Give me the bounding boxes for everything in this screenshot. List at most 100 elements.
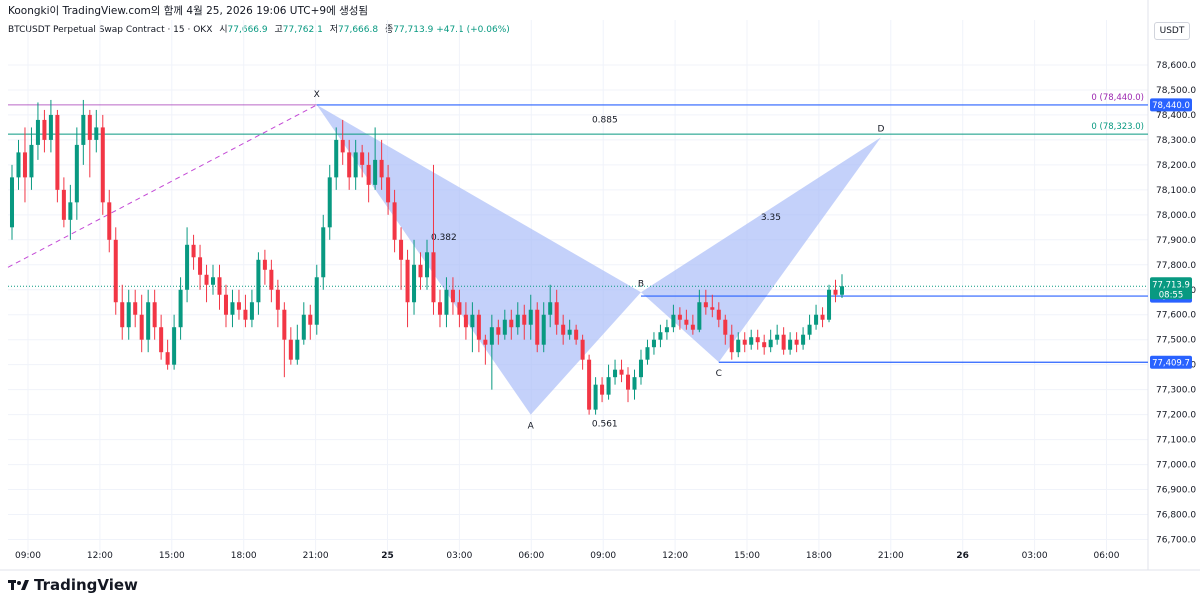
candle-body [48,114,53,140]
candle-body [42,119,47,140]
candle-body [807,324,812,335]
time-tick-label: 03:00 [446,551,472,561]
pattern-ratio-label: 0.382 [431,233,457,243]
candle-body [288,339,293,360]
candle [697,289,702,333]
candle-body [100,127,105,203]
candle [399,227,404,290]
candle-body [16,152,21,178]
price-tick-label: 77,900.0 [1156,236,1196,246]
candle [249,289,254,328]
candle [684,309,689,330]
candle-body [716,309,721,320]
candle-body [120,302,125,328]
candle-body [697,302,702,330]
candle [470,302,475,353]
candle [139,294,144,353]
candle [295,324,300,365]
candle [736,332,741,358]
time-tick-label: 15:00 [159,551,185,561]
candle [638,349,643,385]
candle-body [658,332,663,340]
candle-body [327,177,332,228]
candle-body [204,274,209,285]
price-tick-label: 78,500.0 [1156,86,1196,96]
candle [794,332,799,353]
candle [366,152,371,203]
level-price-tag [1150,98,1192,112]
candle [301,302,306,345]
candle-body [321,227,326,278]
candle-body [600,384,605,395]
price-tick-label: 77,100.0 [1156,436,1196,446]
fib-ratio-label: 0 (78,323.0) [1091,122,1144,132]
candle [554,289,559,335]
candle-body [68,202,73,220]
candle [269,259,274,303]
candle [217,264,222,310]
candle-body [133,302,138,315]
candle-body [223,294,228,315]
candle [126,289,131,340]
symbol-name[interactable]: BTCUSDT Perpetual Swap Contract · 15 · O… [8,25,213,35]
candle-body [801,334,806,345]
candle-body [418,264,423,278]
candle [833,279,838,303]
horizontal-levels[interactable]: 0 (78,440.0) 0 (78,323.0) [8,93,1148,363]
chart-attribution: Koongki이 TradingView.com의 함께 4월 25, 2026… [8,5,369,17]
candle-body [275,289,280,310]
candle [509,309,514,340]
candle [146,289,151,353]
candle-body [574,329,579,340]
candle [321,214,326,290]
candle-body [632,377,637,390]
candle [827,284,832,323]
candle [723,314,728,345]
candle-body [424,252,430,278]
candle [347,139,352,190]
candle-body [839,286,845,295]
candle-body [392,202,397,240]
candle [379,139,384,190]
candle-body [593,384,598,410]
candle-body [22,152,27,178]
candle-body [450,289,455,303]
time-tick-label: 12:00 [662,551,688,561]
candle-body [775,334,780,340]
candle-body [185,244,190,290]
candle-body [81,114,86,145]
price-tick-label: 78,600.0 [1156,61,1196,71]
trend-line-dashed[interactable] [7,104,317,268]
pattern-point-label: B [638,279,644,289]
open-value: 77,666.9 [227,25,268,35]
candle [172,314,177,370]
candle-body [502,319,507,335]
candle [658,324,663,348]
candle-body [198,257,203,275]
candle-body [626,374,631,390]
currency-selector[interactable]: USDT [1154,22,1190,40]
candle [308,304,313,340]
candle [574,324,579,345]
candle [236,289,241,320]
candle [327,164,332,240]
pattern-triangle-xab[interactable] [316,104,641,415]
candle-body [146,302,151,340]
candle-body [606,377,611,395]
candle-body [820,314,825,320]
candle [48,99,53,153]
brand-logo[interactable]: TradingView [8,576,138,594]
harmonic-pattern[interactable]: X A B C D 0.382 0.885 0.561 3.35 [7,90,1148,432]
time-axis[interactable]: 09:00 12:00 15:00 18:00 21:00 25 03:00 06:00 09:… [0,551,1200,571]
candle [9,164,15,240]
candle-body [347,152,352,178]
candle-body [314,277,319,325]
candle-body [373,159,378,185]
pattern-triangle-bcd[interactable] [640,137,881,363]
candle-body [230,302,235,315]
candle-body [762,342,767,348]
candle-body [334,139,339,178]
candle-body [9,177,15,228]
candle-body [664,327,669,333]
